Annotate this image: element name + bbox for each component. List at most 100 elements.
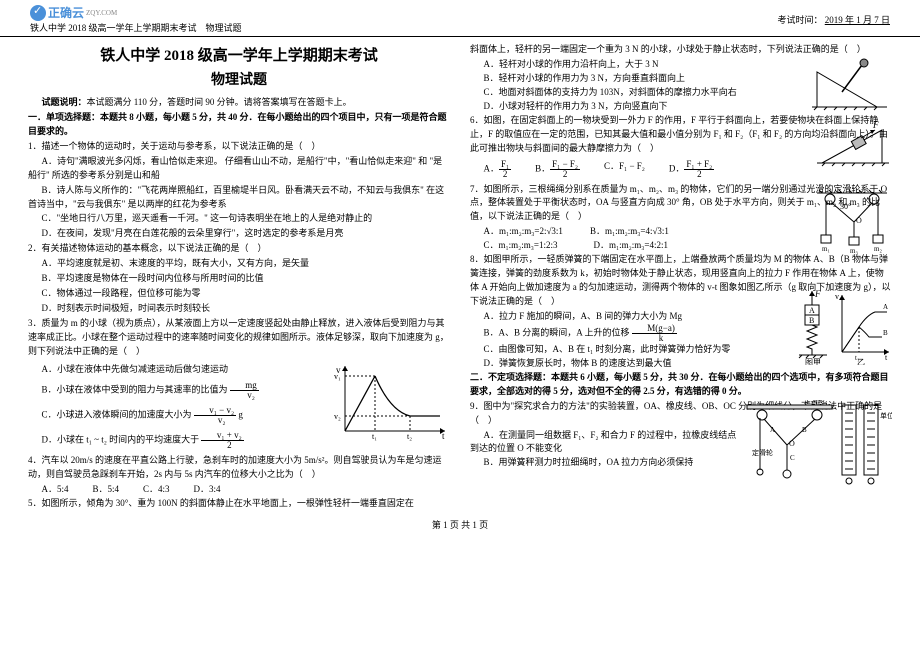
svg-text:m₁: m₁: [822, 245, 830, 253]
svg-text:m₂: m₂: [874, 245, 882, 253]
page-footer: 第 1 页 共 1 页: [0, 516, 920, 531]
q6-d: D．F₁ + F₂2: [669, 160, 714, 179]
svg-text:t₂: t₂: [407, 432, 412, 441]
sub-title: 物理试题: [28, 70, 450, 92]
q3-d-frac: v₁ + v₂2: [201, 431, 243, 450]
q8-b-pre: B．A、B 分离的瞬间，A 上升的位移: [484, 327, 632, 337]
q9: 9．图中为"探究求合力的方法"的实验装置，OA、橡皮线、OB、OC 分别为细线分…: [470, 400, 892, 428]
q1-a: A．诗句"满眼波光多闪烁，看山恰似走来迎。 仔细看山山不动，是船行"中，"看山恰…: [28, 155, 450, 183]
q8-figure: B A F 图甲 vt t₁ AB 乙: [797, 287, 892, 365]
header-right: 考试时间： 2019 年 1 月 7 日: [777, 13, 890, 26]
q6: 6．如图，在固定斜面上的一物块受到一外力 F 的作用，F 平行于斜面向上，若要使…: [470, 114, 892, 156]
q7-a: A．m₁:m₂:m₃=2:√3:1: [484, 226, 563, 236]
svg-text:v: v: [835, 292, 839, 301]
left-column: 铁人中学 2018 级高一学年上学期期末考试 物理试题 试题说明：本试题满分 1…: [28, 43, 450, 512]
q5-figure: [807, 57, 892, 112]
q3-c-pre: C．小球进入液体瞬间的加速度大小为: [42, 409, 194, 419]
q5-cont: 斜面体上，轻杆的另一端固定一个重为 3 N 的小球，小球处于静止状态时，下列说法…: [470, 43, 892, 57]
svg-text:O: O: [856, 216, 862, 225]
q4-a: A．5:4: [42, 483, 69, 497]
q5-stem: 5．如图所示，倾角为 30°、重为 100N 的斜面体静止在水平地面上，一根弹性…: [28, 497, 450, 511]
svg-text:A: A: [883, 303, 888, 311]
q3: 3．质量为 m 的小球（视为质点），从某液面上方以一定速度竖起处由静止释放，进入…: [28, 317, 450, 450]
main-title: 铁人中学 2018 级高一学年上学期期末考试: [28, 45, 450, 68]
q2-d: D．时刻表示时间极短，时间表示时刻较长: [28, 302, 450, 316]
page-body: 铁人中学 2018 级高一学年上学期期末考试 物理试题 试题说明：本试题满分 1…: [0, 37, 920, 516]
svg-text:30°: 30°: [840, 202, 851, 211]
svg-text:t₁: t₁: [372, 432, 377, 441]
svg-text:t: t: [885, 353, 888, 362]
q2-b: B．平均速度是物体在一段时间内位移与所用时间的比值: [28, 272, 450, 286]
fig-jia-label: 图甲: [805, 358, 821, 365]
q5-diagram-icon: [807, 57, 892, 112]
q3-c-frac: v₁ − v₂v₂: [194, 406, 236, 425]
q2-stem: 2．有关描述物体运动的基本概念，以下说法正确的是（ ）: [28, 242, 450, 256]
q4-stem: 4．汽车以 20m/s 的速度在平直公路上行驶，急刹车时的加速度大小为 5m/s…: [28, 454, 450, 482]
q6-a: A．F₁2: [484, 160, 512, 179]
q7: 7．如图所示，三根绳绳分别系在质量为 m₁、m₂、m₃ 的物体，它们的另一端分别…: [470, 183, 892, 225]
q3-graph-icon: v t v₁ v₂ t₁ t₂: [330, 361, 450, 441]
exam-time-label: 考试时间：: [777, 15, 822, 25]
q3-stem: 3．质量为 m 的小球（视为质点），从某液面上方以一定速度竖起处由静止释放，进入…: [28, 317, 450, 359]
page-header: 正确云 ZQY.COM 铁人中学 2018 级高一学年上学期期末考试 物理试题 …: [0, 0, 920, 37]
q3-b-pre: B．小球在液体中受到的阻力与其速率的比值为: [42, 384, 230, 394]
logo-check-icon: [30, 5, 46, 21]
logo: 正确云 ZQY.COM: [30, 4, 242, 21]
q1-b: B．诗人陈与义所作的："飞花两岸照船红，百里榆堤半日风。卧看满天云不动，不知云与…: [28, 184, 450, 212]
q1-d: D．在夜间，发现"月亮在白莲花般的云朵里穿行"，这时选定的参考系是月亮: [28, 227, 450, 241]
q7-diagram-icon: 30° O m₁ m₂ m₃: [812, 187, 892, 255]
section-2-heading: 二．不定项选择题：本题共 6 小题，每小题 5 分，共 30 分．在每小题给出的…: [470, 371, 892, 399]
svg-text:v₂: v₂: [334, 412, 341, 421]
pulley-label-2: 定滑轮: [752, 448, 773, 457]
svg-text:B: B: [802, 426, 807, 434]
section-1-heading: 一．单项选择题：本题共 8 小题，每小题 5 分，共 40 分．在每小题给出的四…: [28, 111, 450, 139]
q3-b-frac: mgv₂: [230, 381, 259, 400]
svg-text:B: B: [809, 316, 814, 325]
right-column: 斜面体上，轻杆的另一端固定一个重为 3 N 的小球，小球处于静止状态时，下列说法…: [470, 43, 892, 512]
svg-text:A: A: [770, 426, 775, 434]
logo-sub: ZQY.COM: [86, 9, 117, 17]
q9-diagram-icon: 定滑轮 O A B C 定滑轮: [742, 400, 892, 490]
q4-d: D．3:4: [194, 483, 221, 497]
q9-figure: 定滑轮 O A B C 定滑轮: [742, 400, 892, 490]
q2-c: C．物体通过一段路程，但位移可能为零: [28, 287, 450, 301]
q9-b: B．用弹簧秤测力时拉细绳时，OA 拉力方向必须保持: [470, 456, 744, 470]
q6-c: C．F₁ − F₂: [604, 160, 645, 179]
q8-b-frac: M(g−a)k: [632, 324, 677, 343]
unit-label: 单位：N: [880, 411, 892, 420]
q1-c: C．"坐地日行八万里，巡天遥看一千河。" 这一句诗表明坐在地上的人是绝对静止的: [28, 212, 450, 226]
q7-c: C．m₁:m₂:m₃=1:2:3: [484, 240, 558, 250]
svg-text:B: B: [883, 329, 888, 337]
logo-text: 正确云: [48, 4, 84, 21]
q3-d-pre: D．小球在 t₁ ~ t₂ 时间内的平均速度大于: [42, 434, 202, 444]
svg-text:A: A: [809, 306, 815, 315]
q6-b: B．F₁ − F₂2: [535, 160, 580, 179]
svg-text:t: t: [442, 431, 445, 441]
fig-yi-label: 乙: [857, 358, 865, 365]
q7-d: D．m₁:m₂:m₃=4:2:1: [594, 240, 669, 250]
q8-diagram-icon: B A F 图甲 vt t₁ AB 乙: [797, 287, 892, 365]
q3-figure: v t v₁ v₂ t₁ t₂: [330, 361, 450, 441]
svg-text:C: C: [790, 454, 795, 462]
q1-stem: 1．描述一个物体的运动时，关于运动与参考系，以下说法正确的是（ ）: [28, 140, 450, 154]
q2-a: A．平均速度就是初、末速度的平均，既有大小，又有方向，是矢量: [28, 257, 450, 271]
q8: 8．如图甲所示，一轻质弹簧的下端固定在水平面上，上端叠放两个质量均为 M 的物体…: [470, 253, 892, 309]
svg-text:O: O: [789, 439, 795, 448]
pulley-label-1: 定滑轮: [804, 400, 825, 405]
q4-b: B．5:4: [93, 483, 120, 497]
q4-opts: A．5:4 B．5:4 C．4:3 D．3:4: [42, 483, 451, 497]
svg-text:F: F: [814, 289, 821, 299]
header-left-group: 正确云 ZQY.COM 铁人中学 2018 级高一学年上学期期末考试 物理试题: [30, 4, 242, 34]
q9-a: A．在测量同一组数据 F₁、F₂ 和合力 F 的过程中，拉橡皮线结点到达的位置 …: [470, 429, 744, 457]
svg-text:F: F: [872, 120, 879, 130]
q7-b: B．m₁:m₂:m₃=4:√3:1: [590, 226, 669, 236]
q6-diagram-icon: F: [817, 118, 892, 168]
header-left-text: 铁人中学 2018 级高一学年上学期期末考试 物理试题: [30, 21, 242, 34]
q3-c-suf: g: [236, 409, 243, 419]
exam-date: 2019 年 1 月 7 日: [825, 15, 890, 25]
q6-figure: F: [817, 118, 892, 168]
q4-c: C．4:3: [143, 483, 170, 497]
instruction-label: 试题说明：: [42, 97, 87, 107]
instruction-text: 本试题满分 110 分，答题时间 90 分钟。请将答案填写在答题卡上。: [87, 97, 352, 107]
q5-cont-text: 斜面体上，轻杆的另一端固定一个重为 3 N 的小球，小球处于静止状态时，下列说法…: [470, 44, 866, 54]
